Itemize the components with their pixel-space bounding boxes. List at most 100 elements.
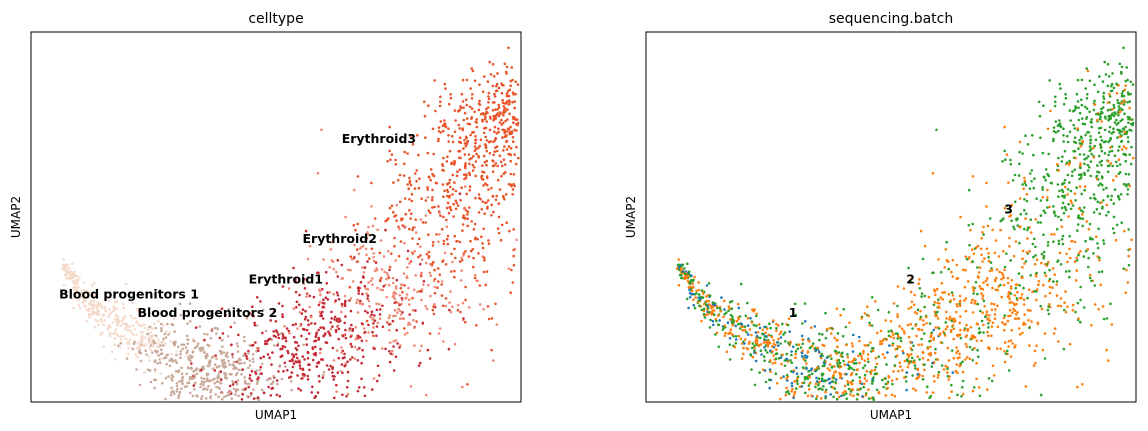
scatter-point (1006, 276, 1010, 280)
scatter-points (675, 46, 1135, 402)
scatter-point (119, 324, 123, 328)
scatter-point (1069, 189, 1073, 193)
scatter-point (714, 333, 717, 336)
scatter-point (365, 319, 369, 323)
scatter-point (373, 269, 377, 273)
scatter-point (428, 211, 432, 215)
scatter-point (318, 300, 322, 304)
scatter-point (964, 342, 968, 346)
scatter-point (1070, 201, 1073, 205)
scatter-point (507, 145, 511, 148)
scatter-point (876, 331, 879, 335)
scatter-point (1058, 122, 1062, 125)
scatter-point (1052, 139, 1055, 143)
scatter-point (906, 323, 910, 327)
scatter-point (462, 118, 466, 122)
scatter-point (372, 326, 375, 329)
scatter-point (988, 347, 991, 351)
scatter-point (1126, 281, 1130, 284)
scatter-point (818, 380, 821, 384)
scatter-point (138, 344, 141, 348)
scatter-point (1132, 156, 1135, 160)
scatter-point (371, 330, 374, 334)
scatter-point (906, 365, 910, 369)
scatter-point (1023, 262, 1026, 265)
scatter-point (1028, 326, 1031, 330)
scatter-point (875, 372, 878, 375)
scatter-point (1084, 87, 1087, 90)
scatter-point (154, 359, 157, 362)
scatter-point (919, 229, 923, 233)
panel-title: celltype (248, 11, 303, 27)
scatter-point (1078, 153, 1082, 156)
scatter-point (116, 320, 119, 324)
scatter-point (134, 316, 137, 320)
scatter-point (493, 150, 497, 153)
scatter-point (146, 328, 150, 332)
scatter-point (1008, 244, 1011, 248)
scatter-point (407, 323, 410, 326)
scatter-point (398, 227, 401, 231)
scatter-point (140, 324, 143, 328)
scatter-point (116, 333, 119, 336)
scatter-point (1069, 207, 1073, 211)
scatter-point (204, 354, 208, 358)
scatter-point (463, 177, 466, 181)
scatter-point (281, 354, 284, 358)
scatter-point (469, 87, 473, 90)
scatter-point (147, 355, 151, 358)
scatter-point (305, 295, 308, 298)
scatter-point (1009, 355, 1013, 359)
scatter-point (944, 327, 948, 331)
scatter-point (265, 342, 269, 346)
scatter-point (335, 317, 339, 321)
scatter-point (343, 321, 347, 325)
scatter-point (1112, 130, 1115, 134)
scatter-point (325, 364, 329, 367)
scatter-point (982, 225, 985, 229)
scatter-point (991, 286, 994, 290)
scatter-point (716, 323, 720, 326)
scatter-point (784, 340, 787, 343)
scatter-point (1092, 193, 1096, 196)
scatter-point (1071, 308, 1075, 312)
scatter-point (718, 319, 721, 322)
scatter-point (453, 159, 456, 163)
scatter-point (936, 317, 940, 320)
scatter-point (279, 332, 283, 335)
scatter-point (914, 367, 917, 370)
scatter-point (912, 303, 916, 307)
scatter-point (474, 138, 478, 142)
scatter-point (1028, 172, 1032, 175)
scatter-point (179, 313, 183, 317)
scatter-point (808, 340, 811, 343)
scatter-point (915, 334, 918, 338)
scatter-point (222, 351, 226, 354)
scatter-point (450, 134, 454, 138)
scatter-point (319, 347, 322, 351)
scatter-point (688, 270, 691, 274)
scatter-point (1117, 149, 1120, 152)
scatter-point (1007, 314, 1010, 318)
scatter-point (511, 193, 514, 196)
scatter-point (437, 130, 441, 133)
scatter-point (135, 346, 139, 350)
scatter-point (815, 380, 819, 383)
scatter-point (449, 93, 452, 96)
scatter-point (904, 380, 908, 383)
scatter-point (862, 385, 865, 389)
scatter-point (509, 172, 513, 176)
scatter-point (1089, 174, 1092, 178)
scatter-point (966, 356, 969, 359)
scatter-point (894, 347, 897, 351)
scatter-point (388, 149, 392, 153)
scatter-point (335, 270, 338, 274)
scatter-point (947, 378, 951, 381)
scatter-point (1060, 188, 1064, 192)
scatter-point (1068, 275, 1071, 279)
scatter-point (1097, 184, 1100, 187)
scatter-point (1043, 357, 1047, 360)
scatter-point (815, 397, 818, 401)
scatter-point (1067, 215, 1070, 218)
